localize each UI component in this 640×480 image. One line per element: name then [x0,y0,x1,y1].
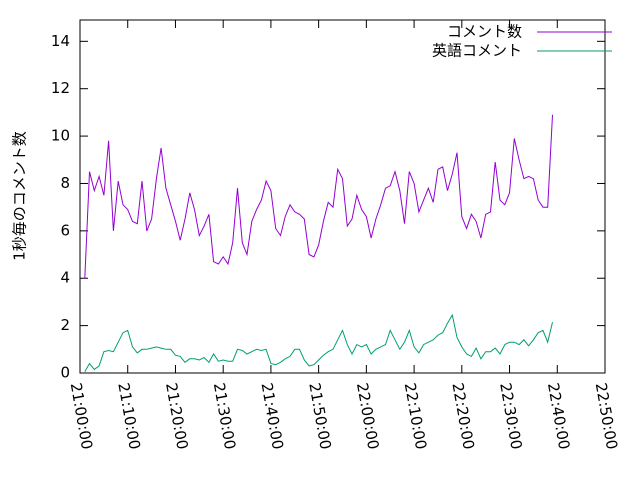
x-tick-label: 22:00:00 [353,381,382,450]
x-tick-label: 22:10:00 [401,381,430,450]
y-tick-label: 0 [60,364,70,382]
legend-label: コメント数 [447,23,522,41]
x-tick-label: 22:50:00 [592,381,621,450]
data-line [84,313,553,373]
x-tick-label: 22:20:00 [448,381,477,450]
x-tick-label: 21:20:00 [162,381,191,450]
x-tick-label: 21:50:00 [305,381,334,450]
plot-frame [79,19,606,374]
x-tick-label: 21:40:00 [258,381,287,450]
legend-label: 英語コメント [432,42,522,60]
y-tick-label: 4 [60,269,70,287]
y-tick-label: 8 [60,174,70,192]
x-tick-label: 21:10:00 [114,381,143,450]
y-tick-label: 12 [51,79,70,97]
y-tick-label: 2 [60,316,70,334]
y-tick-label: 10 [51,127,70,145]
data-line [84,114,553,279]
y-tick-label: 6 [60,221,70,239]
y-axis-label: 1秒毎のコメント数 [11,131,29,261]
x-tick-label: 22:40:00 [544,381,573,450]
x-tick-label: 21:30:00 [210,381,239,450]
x-tick-label: 21:00:00 [67,381,96,450]
y-tick-label: 14 [51,32,70,50]
x-tick-label: 22:30:00 [496,381,525,450]
